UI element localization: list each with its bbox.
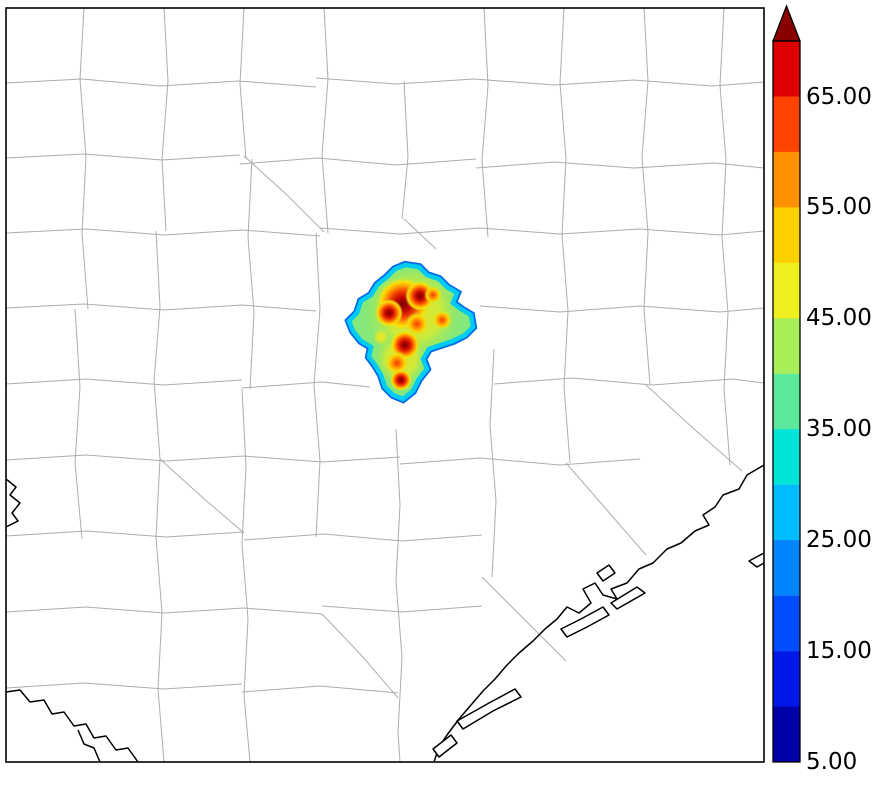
- river-border: [77, 729, 101, 763]
- colorbar-segment: [773, 484, 800, 541]
- barrier-island: [610, 586, 646, 610]
- colorbar-segment: [773, 151, 800, 208]
- hotspot: [385, 351, 409, 375]
- concentration-plume: [344, 260, 478, 404]
- barrier-island: [456, 688, 522, 730]
- county-boundaries: [5, 7, 765, 763]
- barrier-island: [432, 734, 458, 758]
- colorbar-tick-label: 15.00: [806, 638, 872, 665]
- map-canvas: [5, 7, 765, 763]
- colorbar-segment: [773, 706, 800, 762]
- colorbar-segment: [773, 262, 800, 319]
- river-border: [5, 478, 21, 528]
- hotspot: [405, 312, 429, 336]
- plume-inner-ring: [346, 262, 476, 402]
- hotspot: [372, 328, 390, 346]
- coastal-spit: [748, 552, 765, 568]
- plot-frame: [5, 7, 765, 763]
- colorbar-tick-label: 25.00: [806, 527, 872, 554]
- colorbar-frame: [772, 40, 801, 763]
- colorbar-tick-label: 5.00: [806, 749, 858, 775]
- colorbar-segment: [773, 540, 800, 596]
- colorbar-tick-label: 35.00: [806, 416, 872, 443]
- colorbar-segment: [773, 96, 800, 153]
- barrier-island: [560, 606, 610, 638]
- bay-inlet: [596, 564, 616, 582]
- river-border: [5, 689, 139, 763]
- colorbar-segment: [773, 373, 800, 430]
- colorbar-segments: [773, 41, 800, 762]
- colorbar-segment: [773, 207, 800, 263]
- colorbar-segment: [773, 429, 800, 485]
- colorbar-segment: [773, 41, 800, 97]
- colorbar-overflow-arrow: [772, 4, 801, 42]
- colorbar-segment: [773, 595, 800, 652]
- coastline: [5, 464, 765, 763]
- hotspot: [432, 310, 452, 330]
- colorbar-segment: [773, 651, 800, 707]
- plume-hotspots: [363, 265, 463, 391]
- colorbar-segment: [773, 318, 800, 374]
- hotspot: [375, 299, 403, 327]
- gulf-coastline: [433, 464, 765, 763]
- hotspot: [424, 286, 442, 304]
- colorbar-tick-label: 65.00: [806, 83, 872, 110]
- colorbar-tick-label: 55.00: [806, 194, 872, 221]
- colorbar: [772, 4, 801, 763]
- hotspot: [390, 369, 412, 391]
- colorbar-tick-label: 45.00: [806, 305, 872, 332]
